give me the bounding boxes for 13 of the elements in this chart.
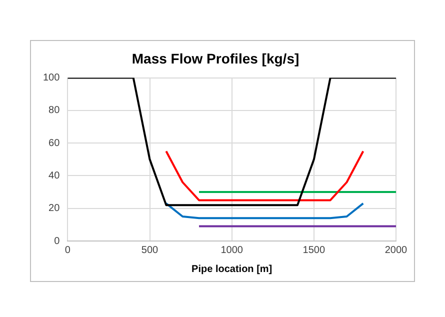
y-tick-label: 20 <box>48 203 60 214</box>
y-tick-label: 0 <box>54 236 60 247</box>
y-tick-label: 60 <box>48 138 60 149</box>
y-tick-label: 100 <box>42 72 60 84</box>
x-tick-label: 2000 <box>384 244 408 256</box>
x-tick-label: 0 <box>64 244 71 256</box>
chart-title: Mass Flow Profiles [kg/s] <box>132 50 300 66</box>
x-tick-label: 1500 <box>302 244 326 256</box>
x-tick-label: 500 <box>141 244 159 256</box>
y-tick-label: 80 <box>48 105 60 116</box>
x-tick-label: 1000 <box>220 244 244 256</box>
x-axis-title: Pipe location [m] <box>192 264 272 275</box>
y-tick-label: 40 <box>48 170 60 182</box>
